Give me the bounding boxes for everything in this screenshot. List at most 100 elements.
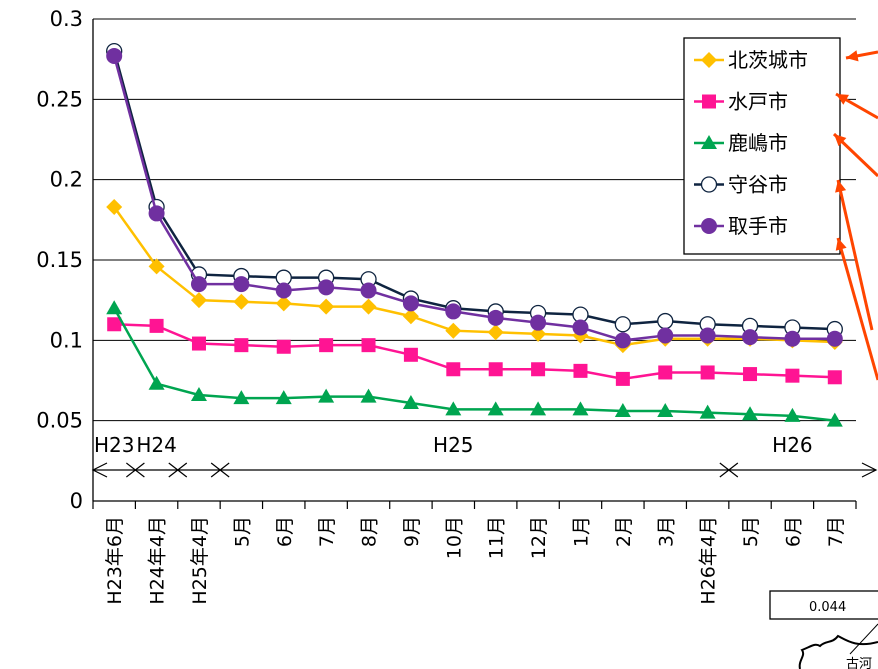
x-axis-tick-labels: H23年6月 H24年4月 H25年4月 5月 6月 7月 8月 9月 10月 11月 12月 1月 2… xyxy=(104,516,847,605)
y-tick-label: 0 xyxy=(70,489,83,513)
series-point xyxy=(614,316,632,333)
y-tick-label: 0.3 xyxy=(50,7,83,31)
series-point xyxy=(402,308,419,325)
grid-lines xyxy=(93,18,856,422)
series-point xyxy=(360,388,377,403)
series-point xyxy=(360,282,377,299)
series-point xyxy=(614,332,631,349)
series-point xyxy=(360,298,377,315)
series-point xyxy=(487,309,504,326)
series-point xyxy=(106,198,123,215)
era-label: H24 xyxy=(136,433,177,457)
series-point xyxy=(614,403,631,418)
x-tick-label: 2月 xyxy=(613,516,635,547)
y-tick-label: 0.15 xyxy=(36,248,83,272)
legend-label: 取手市 xyxy=(728,214,788,238)
inset-value: 0.044 xyxy=(809,600,846,615)
legend-label: 水戸市 xyxy=(728,90,788,114)
callout-arrowhead xyxy=(834,134,847,147)
series-line xyxy=(113,307,835,422)
legend-swatch-point xyxy=(701,52,717,68)
series-point xyxy=(446,362,461,377)
era-label: H26 xyxy=(772,433,813,457)
series-point xyxy=(190,386,207,401)
era-arrowhead-left xyxy=(91,462,108,478)
series-point xyxy=(657,403,674,418)
map-inset: 0.044 古河 xyxy=(769,590,878,669)
callout-arrow-line xyxy=(836,179,874,331)
series-group xyxy=(106,42,843,427)
x-tick-label: 8月 xyxy=(359,516,381,547)
y-tick-label: 0.2 xyxy=(50,168,83,192)
x-tick-label: 12月 xyxy=(528,516,550,559)
callout-arrows xyxy=(832,50,878,381)
series-point xyxy=(445,322,462,339)
era-arrowhead-right xyxy=(861,462,878,478)
series-point xyxy=(106,47,123,64)
inset-place-label: 古河 xyxy=(846,657,872,669)
series-point xyxy=(658,365,673,380)
x-tick-label: 1月 xyxy=(570,516,592,547)
series-point xyxy=(402,295,419,312)
series-point xyxy=(531,362,546,377)
era-boundary-mark xyxy=(719,462,739,478)
series-point xyxy=(191,336,206,351)
series-point xyxy=(233,390,250,405)
series-point xyxy=(318,298,335,315)
x-tick-label: 5月 xyxy=(231,516,253,547)
series-point xyxy=(573,363,588,378)
legend-label: 守谷市 xyxy=(728,173,788,197)
series-point xyxy=(148,205,165,222)
callout-arrowhead xyxy=(835,180,847,193)
legend-label: 北茨城市 xyxy=(728,48,808,72)
series-point xyxy=(148,375,165,390)
series-point xyxy=(275,282,292,299)
series-point xyxy=(233,293,250,310)
series-point xyxy=(826,412,843,427)
series-point xyxy=(487,401,504,416)
series-point xyxy=(319,338,334,353)
era-boundary-mark xyxy=(210,462,230,478)
axes xyxy=(92,19,857,509)
series-point xyxy=(657,327,674,344)
x-tick-label: H25年4月 xyxy=(189,516,211,605)
series-point xyxy=(233,276,250,293)
series-point xyxy=(107,317,122,332)
series-point xyxy=(826,330,843,347)
series-point xyxy=(361,338,376,353)
series-point xyxy=(275,390,292,405)
series-point xyxy=(190,292,207,309)
callout-arrowhead xyxy=(835,238,847,251)
callout-arrowhead xyxy=(836,94,849,105)
x-tick-label: 7月 xyxy=(316,516,338,547)
series-point xyxy=(276,339,291,354)
era-label: H25 xyxy=(433,433,474,457)
series-point xyxy=(530,325,547,342)
series-point xyxy=(275,295,292,312)
series-point xyxy=(742,406,759,421)
series-point xyxy=(827,370,842,385)
legend-swatch-point xyxy=(701,218,717,234)
series-point xyxy=(657,312,674,330)
series-point xyxy=(572,319,589,336)
series-5 xyxy=(106,47,843,349)
series-point xyxy=(149,318,164,333)
callout-arrow-line xyxy=(836,237,878,381)
series-point xyxy=(742,329,759,346)
x-tick-label: 7月 xyxy=(825,516,847,547)
legend-swatch-point xyxy=(700,176,718,193)
series-point xyxy=(445,401,462,416)
series-point xyxy=(318,279,335,296)
series-point xyxy=(234,338,249,353)
series-point xyxy=(488,362,503,377)
y-axis-tick-labels: 0 0.05 0.1 0.15 0.2 0.25 0.3 xyxy=(36,7,83,513)
era-label: H23 xyxy=(94,433,135,457)
inset-leader-line xyxy=(849,623,878,655)
series-point xyxy=(784,407,801,422)
series-point xyxy=(487,324,504,341)
series-point xyxy=(530,314,547,331)
legend-label: 鹿嶋市 xyxy=(728,131,788,155)
x-tick-label: H23年6月 xyxy=(104,516,126,605)
